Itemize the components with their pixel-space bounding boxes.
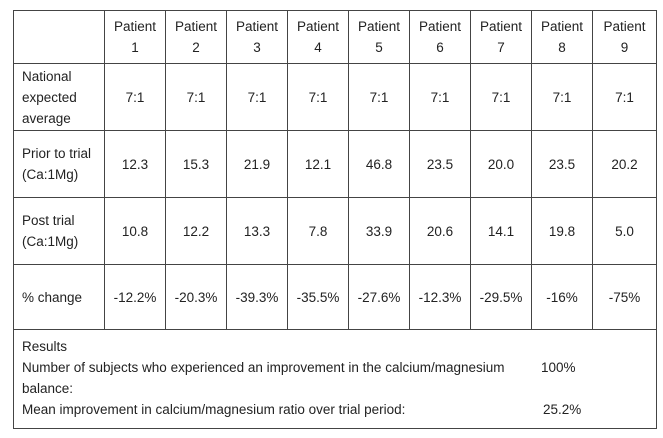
row-label-line: National xyxy=(22,68,72,84)
table-cell: 12.1 xyxy=(287,130,349,198)
row-label-line: Prior to trial xyxy=(22,146,92,161)
table-cell: 7:1 xyxy=(470,63,532,131)
row-label-line: expected xyxy=(22,89,77,105)
row-label-line: average xyxy=(22,110,71,126)
prior-to-trial-row: Prior to trial (Ca:1Mg) 12.3 15.3 21.9 1… xyxy=(13,130,657,198)
table-cell: 13.3 xyxy=(226,197,288,265)
percent-change-row: % change -12.2% -20.3% -39.3% -35.5% -27… xyxy=(13,264,657,330)
table-cell: 21.9 xyxy=(226,130,288,198)
row-label-line: (Ca:1Mg) xyxy=(22,234,79,249)
results-row: Results Number of subjects who experienc… xyxy=(13,329,657,429)
table-cell: -20.3% xyxy=(165,264,227,330)
column-header-number: 2 xyxy=(192,40,200,55)
column-header-number: 1 xyxy=(131,40,139,55)
results-mean-improvement-label: Mean improvement in calcium/magnesium ra… xyxy=(22,402,406,417)
results-improvement-line: Number of subjects who experienced an im… xyxy=(22,357,648,399)
column-header-patient-6: Patient 6 xyxy=(409,10,471,64)
column-header-number: 8 xyxy=(558,40,566,55)
results-improvement-label: Number of subjects who experienced an im… xyxy=(22,360,505,396)
results-title: Results xyxy=(22,339,68,354)
row-label-line: (Ca:1Mg) xyxy=(22,167,79,182)
post-trial-row: Post trial (Ca:1Mg) 10.8 12.2 13.3 7.8 3… xyxy=(13,197,657,265)
row-label-national-expected-average: National expected average xyxy=(13,63,105,131)
results-table-container: Patient 1 Patient 2 Patient 3 Patient 4 … xyxy=(13,10,657,429)
table-cell: 10.8 xyxy=(104,197,166,265)
column-header-patient-3: Patient 3 xyxy=(226,10,288,64)
table-cell: 7:1 xyxy=(592,63,657,131)
column-header-line: Patient xyxy=(235,19,279,34)
table-cell: -27.6% xyxy=(348,264,410,330)
corner-cell xyxy=(13,10,105,64)
table-cell: 7:1 xyxy=(287,63,349,131)
column-header-line: Patient xyxy=(113,19,157,34)
table-cell: 46.8 xyxy=(348,130,410,198)
table-cell: 33.9 xyxy=(348,197,410,265)
row-label-line: % change xyxy=(22,289,83,305)
column-header-number: 5 xyxy=(375,40,383,55)
header-row: Patient 1 Patient 2 Patient 3 Patient 4 … xyxy=(13,10,657,64)
column-header-patient-1: Patient 1 xyxy=(104,10,166,64)
column-header-patient-4: Patient 4 xyxy=(287,10,349,64)
table-cell: -12.2% xyxy=(104,264,166,330)
table-cell: -39.3% xyxy=(226,264,288,330)
table-cell: 14.1 xyxy=(470,197,532,265)
table-cell: 23.5 xyxy=(409,130,471,198)
table-cell: 7.8 xyxy=(287,197,349,265)
column-header-line: Patient xyxy=(357,19,401,34)
row-label-percent-change: % change xyxy=(13,264,105,330)
column-header-patient-7: Patient 7 xyxy=(470,10,532,64)
column-header-line: Patient xyxy=(603,19,646,34)
column-header-number: 6 xyxy=(436,40,444,55)
table-cell: 7:1 xyxy=(226,63,288,131)
column-header-line: Patient xyxy=(174,19,218,34)
table-cell: 7:1 xyxy=(531,63,593,131)
table-cell: 12.3 xyxy=(104,130,166,198)
national-expected-average-row: National expected average 7:1 7:1 7:1 7:… xyxy=(13,63,657,131)
column-header-line: Patient xyxy=(296,19,340,34)
table-cell: -75% xyxy=(592,264,657,330)
table-cell: 23.5 xyxy=(531,130,593,198)
results-improvement-value: 100% xyxy=(541,360,576,375)
column-header-patient-2: Patient 2 xyxy=(165,10,227,64)
table-cell: -35.5% xyxy=(287,264,349,330)
table-cell: 19.8 xyxy=(531,197,593,265)
column-header-line: Patient xyxy=(479,19,523,34)
table-cell: 5.0 xyxy=(592,197,657,265)
column-header-line: Patient xyxy=(540,19,584,34)
row-label-line: Post trial xyxy=(22,213,75,228)
table-cell: 7:1 xyxy=(409,63,471,131)
table-cell: -12.3% xyxy=(409,264,471,330)
table-cell: 20.6 xyxy=(409,197,471,265)
table-cell: 15.3 xyxy=(165,130,227,198)
table-cell: 7:1 xyxy=(104,63,166,131)
row-label-prior-to-trial: Prior to trial (Ca:1Mg) xyxy=(13,130,105,198)
column-header-patient-9: Patient 9 xyxy=(592,10,657,64)
column-header-patient-5: Patient 5 xyxy=(348,10,410,64)
table-cell: -29.5% xyxy=(470,264,532,330)
patient-ratio-table: Patient 1 Patient 2 Patient 3 Patient 4 … xyxy=(13,10,657,429)
table-cell: 12.2 xyxy=(165,197,227,265)
table-cell: 20.0 xyxy=(470,130,532,198)
row-label-post-trial: Post trial (Ca:1Mg) xyxy=(13,197,105,265)
table-cell: -16% xyxy=(531,264,593,330)
column-header-number: 9 xyxy=(620,40,629,55)
table-cell: 7:1 xyxy=(165,63,227,131)
results-mean-improvement-line: Mean improvement in calcium/magnesium ra… xyxy=(22,399,648,420)
column-header-line: Patient xyxy=(418,19,462,34)
table-cell: 20.2 xyxy=(592,130,657,198)
column-header-number: 3 xyxy=(253,40,261,55)
column-header-number: 4 xyxy=(314,40,322,55)
results-mean-improvement-value: 25.2% xyxy=(543,402,582,417)
table-cell: 7:1 xyxy=(348,63,410,131)
column-header-patient-8: Patient 8 xyxy=(531,10,593,64)
column-header-number: 7 xyxy=(497,40,505,55)
results-summary: Results Number of subjects who experienc… xyxy=(13,329,657,429)
